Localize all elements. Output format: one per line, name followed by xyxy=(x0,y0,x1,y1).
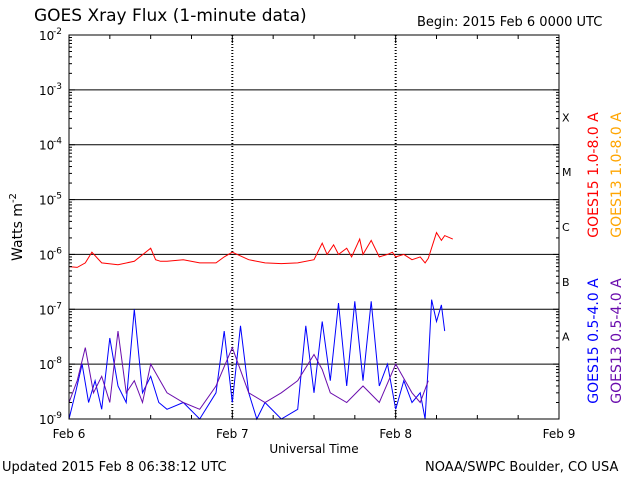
y-tick-label-exp: -5 xyxy=(53,192,62,202)
flare-class-label: M xyxy=(562,166,572,179)
y-tick-label-exp: -8 xyxy=(53,356,62,366)
legend-entry-2: GOES15 0.5-4.0 A xyxy=(586,278,602,404)
legend-entry-1: GOES13 1.0-8.0 A xyxy=(609,112,625,238)
y-tick-label-base: 10 xyxy=(39,194,54,208)
y-axis-label-sup: -2 xyxy=(8,193,19,203)
begin-time: Begin: 2015 Feb 6 0000 UTC xyxy=(417,15,603,30)
y-tick-label-base: 10 xyxy=(39,303,54,317)
series-line-0 xyxy=(68,231,453,268)
y-tick-label-exp: -3 xyxy=(53,82,62,92)
series-line-2 xyxy=(68,299,446,421)
y-tick-label-exp: -2 xyxy=(53,27,62,37)
y-tick-label-base: 10 xyxy=(39,248,54,262)
y-tick-label-exp: -7 xyxy=(53,301,62,311)
x-tick-label: Feb 8 xyxy=(379,427,412,441)
chart-title: GOES Xray Flux (1-minute data) xyxy=(34,6,307,26)
series-line-3 xyxy=(68,331,429,410)
flare-class-label: A xyxy=(562,331,570,344)
plot-frame xyxy=(68,34,560,420)
y-tick-label-base: 10 xyxy=(39,139,54,153)
flare-class-label: B xyxy=(562,276,570,289)
legend-entry-0: GOES15 1.0-8.0 A xyxy=(586,112,602,238)
y-tick-label-exp: -9 xyxy=(53,411,62,421)
y-tick-label-base: 10 xyxy=(39,413,54,427)
x-tick-label: Feb 7 xyxy=(216,427,249,441)
flare-class-label: C xyxy=(562,221,570,234)
y-axis-label: Watts m-2 xyxy=(8,193,26,261)
y-tick-label-base: 10 xyxy=(39,29,54,43)
legend-entry-3: GOES13 0.5-4.0 A xyxy=(609,278,625,404)
y-tick-label-exp: -4 xyxy=(53,137,62,147)
y-tick-label-exp: -6 xyxy=(53,246,62,256)
x-axis-label: Universal Time xyxy=(269,442,358,456)
x-tick-label: Feb 6 xyxy=(53,427,86,441)
flare-class-label: X xyxy=(562,111,570,124)
updated-timestamp: Updated 2015 Feb 8 06:38:12 UTC xyxy=(2,460,227,475)
x-tick-label: Feb 9 xyxy=(543,427,576,441)
credit-text: NOAA/SWPC Boulder, CO USA xyxy=(425,460,619,475)
y-tick-label-base: 10 xyxy=(39,358,54,372)
y-axis-label-main: Watts m xyxy=(10,203,26,261)
y-tick-label-base: 10 xyxy=(39,84,54,98)
